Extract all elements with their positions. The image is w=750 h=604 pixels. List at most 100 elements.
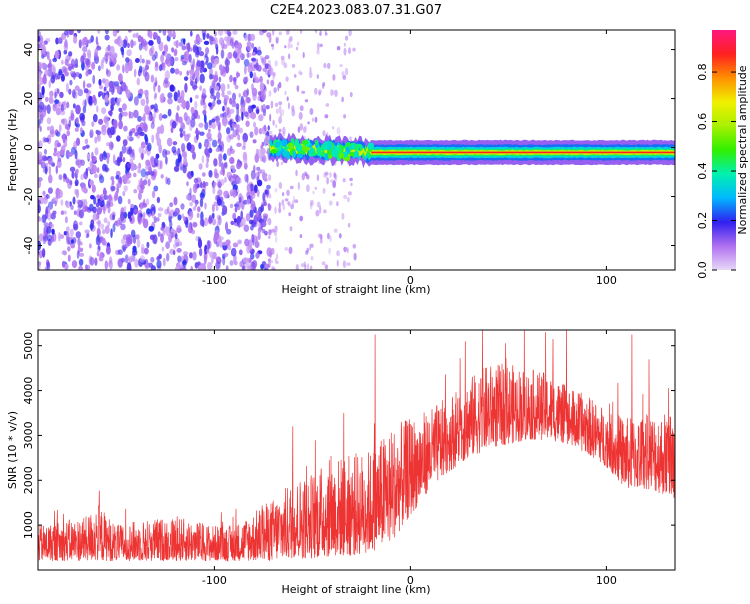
noise-speckle [244, 34, 249, 42]
noise-speckle [230, 247, 237, 257]
noise-speckle [139, 88, 143, 94]
sparse-speckle [309, 265, 313, 270]
noise-speckle [69, 166, 76, 172]
noise-speckle [95, 36, 99, 45]
noise-speckle [267, 125, 270, 131]
noise-speckle [101, 107, 107, 115]
noise-speckle [125, 57, 130, 63]
y-tick-label: 0 [22, 144, 35, 151]
sparse-speckle [316, 201, 321, 208]
noise-speckle [60, 110, 66, 116]
sparse-speckle [278, 31, 282, 36]
noise-speckle [47, 187, 53, 195]
noise-speckle [215, 147, 220, 153]
noise-speckle [242, 257, 249, 263]
noise-speckle [214, 85, 220, 91]
noise-speckle [167, 92, 173, 99]
sparse-speckle [296, 41, 300, 46]
sparse-speckle [274, 102, 279, 108]
noise-speckle [266, 184, 271, 190]
noise-speckle [206, 156, 210, 164]
noise-speckle [73, 35, 78, 44]
sparse-speckle [301, 90, 306, 94]
noise-speckle [86, 232, 90, 238]
noise-speckle [213, 158, 218, 167]
sparse-speckle [342, 178, 346, 183]
noise-speckle [132, 245, 137, 253]
sparse-speckle [324, 171, 329, 176]
noise-speckle [221, 91, 225, 98]
noise-speckle [109, 126, 115, 136]
noise-speckle [253, 76, 259, 84]
sparse-speckle [278, 105, 282, 114]
sparse-speckle [270, 43, 274, 47]
noise-speckle [190, 265, 193, 270]
sparse-speckle [348, 191, 352, 196]
sparse-speckle [328, 247, 331, 255]
noise-speckle [264, 135, 270, 145]
noise-speckle [145, 171, 151, 176]
noise-speckle [181, 143, 186, 152]
noise-speckle [110, 97, 116, 106]
sparse-speckle [319, 30, 322, 36]
sparse-speckle [336, 259, 339, 267]
noise-speckle [246, 174, 249, 184]
noise-speckle [180, 122, 185, 130]
noise-speckle [153, 82, 156, 92]
noise-speckle [243, 155, 248, 165]
noise-speckle [157, 213, 162, 218]
noise-speckle [196, 76, 199, 83]
colorbar-tick-label: 0.4 [696, 162, 709, 180]
snr-series [38, 330, 675, 562]
noise-speckle [118, 73, 123, 83]
noise-speckle [202, 109, 207, 115]
noise-speckle [190, 30, 193, 37]
noise-speckle [199, 85, 203, 91]
noise-speckle [245, 97, 251, 104]
snr-x-ticks: -100 0 100 [202, 330, 617, 587]
noise-speckle [38, 217, 43, 222]
noise-speckle [87, 264, 90, 270]
noise-speckle [173, 49, 178, 57]
y-tick-label: 40 [22, 43, 35, 57]
noise-speckle [116, 182, 122, 189]
y-tick-label: 2000 [22, 466, 35, 494]
noise-speckle [51, 228, 55, 235]
sparse-speckle [299, 30, 303, 34]
noise-speckle [155, 34, 159, 40]
sparse-speckle [319, 239, 323, 244]
sparse-speckle [333, 172, 336, 178]
sparse-speckle [299, 123, 304, 131]
noise-speckle [258, 114, 264, 122]
sparse-speckle [272, 30, 275, 36]
noise-speckle [139, 54, 142, 64]
noise-speckle [176, 105, 180, 112]
noise-speckle [103, 217, 108, 224]
noise-speckle [156, 196, 161, 204]
signal-band [269, 140, 675, 160]
sparse-speckle [310, 255, 314, 261]
noise-speckle [223, 103, 228, 113]
noise-speckle [97, 219, 101, 228]
noise-speckle [178, 41, 184, 47]
noise-speckle [208, 102, 212, 108]
noise-speckle [259, 169, 263, 174]
noise-speckle [55, 194, 58, 204]
x-tick-label: -100 [202, 274, 227, 287]
noise-speckle [122, 111, 128, 117]
sparse-speckle [312, 190, 315, 195]
noise-speckle [169, 220, 173, 228]
noise-speckle [177, 98, 182, 104]
noise-speckle [94, 48, 99, 58]
noise-speckle [255, 252, 260, 259]
noise-speckle [104, 260, 109, 270]
sparse-speckle [281, 199, 285, 206]
noise-speckle [96, 194, 101, 200]
noise-speckle [168, 212, 172, 217]
noise-speckle [171, 146, 177, 154]
noise-speckle [162, 114, 168, 119]
sparse-speckle [349, 91, 353, 98]
noise-speckle [112, 119, 118, 129]
noise-speckle [220, 69, 224, 76]
noise-speckle [108, 256, 113, 265]
